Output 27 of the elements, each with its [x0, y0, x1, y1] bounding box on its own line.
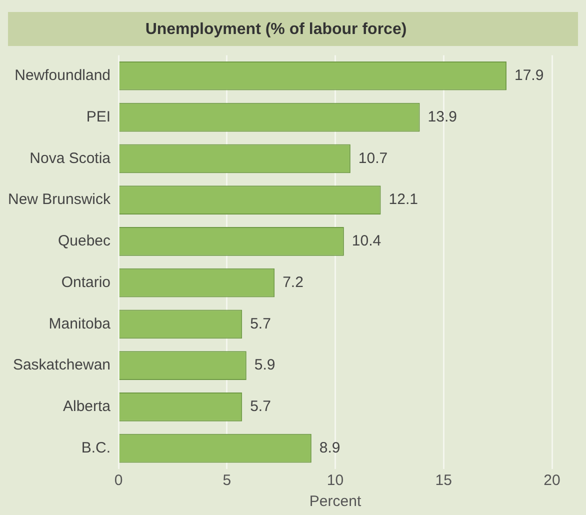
- x-tick-label: 10: [326, 472, 344, 490]
- y-tick-label: Saskatchewan: [12, 356, 111, 374]
- y-tick-label: Alberta: [62, 398, 112, 416]
- y-tick-label: New Brunswick: [8, 191, 112, 208]
- y-tick-label: PEI: [86, 108, 111, 126]
- y-tick-label: B.C.: [81, 439, 111, 456]
- x-tick-label: 20: [544, 472, 560, 490]
- x-axis-title: Percent: [309, 493, 362, 510]
- data-label: 10.7: [358, 150, 388, 167]
- data-label: 13.9: [428, 108, 457, 126]
- y-tick-label: Nova Scotia: [30, 150, 112, 167]
- x-tick-label: 0: [114, 472, 123, 490]
- data-label: 17.9: [514, 67, 544, 84]
- chart-title: Unemployment (% of labour force): [145, 21, 407, 38]
- y-tick-label: Ontario: [61, 274, 111, 291]
- x-tick-label: 5: [222, 472, 232, 490]
- x-tick-label: 15: [435, 472, 452, 490]
- data-label: 5.7: [250, 315, 271, 332]
- y-tick-label: Newfoundland: [14, 67, 111, 84]
- y-tick-label: Manitoba: [48, 315, 112, 332]
- data-label: 5.7: [250, 398, 271, 416]
- data-label: 10.4: [352, 232, 382, 250]
- data-label: 12.1: [388, 191, 418, 208]
- data-label: 7.2: [282, 274, 304, 291]
- data-label: 5.9: [254, 356, 276, 374]
- y-tick-label: Quebec: [58, 232, 112, 250]
- data-label: 8.9: [319, 439, 340, 456]
